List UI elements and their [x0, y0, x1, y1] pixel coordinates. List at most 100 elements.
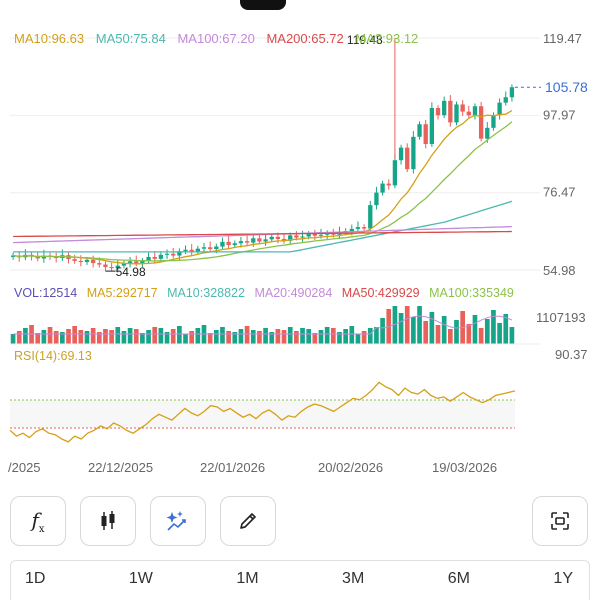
candle-body: [472, 106, 478, 116]
candle-body: [84, 259, 90, 263]
fullscreen-button[interactable]: [532, 496, 588, 546]
range-1y[interactable]: 1Y: [553, 570, 573, 587]
candle-body: [374, 192, 379, 206]
ai-analysis-button[interactable]: [150, 496, 206, 546]
candle-body: [226, 241, 231, 246]
chart-type-button[interactable]: [80, 496, 136, 546]
indicator-button[interactable]: fx: [10, 496, 66, 546]
candle-body: [195, 248, 200, 252]
candle-body: [417, 124, 422, 137]
candle-body: [281, 238, 287, 241]
candle-body: [146, 256, 151, 261]
volume-bar: [484, 319, 490, 344]
volume-bar: [355, 334, 361, 344]
candle-body: [115, 265, 120, 269]
candle-body: [275, 236, 281, 239]
candle-body: [380, 183, 385, 193]
volume-bar: [140, 333, 145, 344]
volume-bar: [183, 334, 188, 344]
ma10-line: [13, 110, 513, 265]
stock-chart[interactable]: 119.47 97.97 76.47 54.98 54.98 119.48 105.78 11…: [0, 0, 600, 480]
high-marker-label: 119.48: [347, 33, 383, 47]
rsi-band: [10, 400, 515, 428]
volume-bar: [232, 332, 238, 344]
range-3m[interactable]: 3M: [342, 570, 365, 587]
volume-bar: [257, 331, 262, 344]
candle-body: [238, 241, 244, 244]
candle-body: [411, 136, 416, 170]
candle-body: [177, 251, 182, 256]
candle-body: [121, 263, 127, 266]
date-label: /2025: [8, 460, 41, 475]
candle-body: [460, 104, 465, 112]
candle-body: [251, 238, 256, 243]
price-axis-label-top: 119.47: [543, 31, 582, 46]
volume-bar: [417, 306, 422, 344]
volume-bar: [177, 326, 182, 344]
candle-body: [435, 108, 441, 116]
volume-bar: [16, 331, 22, 344]
vol-ma10-label: MA10:328822: [167, 286, 245, 300]
volume-bar: [23, 328, 28, 344]
candle-body: [361, 227, 367, 229]
ma50-line: [13, 200, 513, 253]
price-axis-label-bottom: 54.98: [543, 263, 576, 278]
volume-bar: [133, 329, 139, 344]
candle-body: [306, 233, 311, 237]
volume-bar: [287, 327, 293, 344]
volume-bar: [509, 327, 515, 344]
date-label: 20/02/2026: [318, 460, 383, 475]
candle-body: [491, 115, 496, 128]
volume-bar: [250, 330, 256, 344]
candle-body: [263, 239, 268, 242]
draw-button[interactable]: [220, 496, 276, 546]
candle-body: [405, 147, 410, 170]
volume-bar: [423, 321, 429, 344]
volume-bar: [491, 310, 496, 344]
volume-bar: [441, 316, 447, 344]
volume-bar: [103, 329, 108, 344]
candle-body: [331, 233, 336, 235]
volume-bar: [35, 333, 41, 344]
candle-body: [183, 249, 188, 252]
volume-bar: [466, 324, 472, 344]
volume-bar: [281, 330, 287, 344]
rsi-axis-label-top: 90.37: [555, 347, 588, 362]
volume-bar: [189, 331, 195, 344]
volume-bar: [472, 315, 478, 344]
candle-body: [497, 102, 502, 116]
candle-body: [140, 260, 145, 264]
candle-body: [189, 249, 194, 252]
volume-bar: [60, 332, 65, 344]
candle-body: [503, 97, 508, 103]
volume-bar: [238, 329, 244, 344]
price-axis-label-mid: 76.47: [543, 185, 576, 200]
volume-bar: [90, 328, 96, 344]
candle-body: [201, 247, 207, 249]
time-range-selector: 1D 1W 1M 3M 6M 1Y: [10, 560, 590, 600]
ma200-line: [13, 230, 512, 238]
range-1m[interactable]: 1M: [236, 570, 259, 587]
volume-bar: [53, 331, 59, 344]
screenshot-frame-icon: [551, 512, 569, 530]
volume-bar: [318, 330, 324, 344]
candle-body: [164, 253, 170, 255]
volume-bar: [78, 330, 84, 344]
candle-body: [257, 238, 262, 242]
range-6m[interactable]: 6M: [447, 570, 470, 587]
candle-body: [288, 235, 293, 241]
range-1d[interactable]: 1D: [25, 570, 46, 587]
candle-body: [423, 124, 428, 145]
volume-bar: [207, 333, 213, 344]
candle-body: [134, 261, 139, 264]
range-1w[interactable]: 1W: [128, 570, 153, 587]
volume-bar: [404, 306, 410, 344]
candle-body: [355, 227, 361, 229]
candle-body: [90, 259, 96, 264]
volume-bar: [429, 312, 435, 344]
candle-body: [109, 267, 114, 269]
vol-ma100-label: MA100:335349: [429, 286, 514, 300]
candle-body: [72, 259, 77, 261]
volume-bar: [294, 331, 299, 344]
volume-bar: [84, 331, 90, 344]
